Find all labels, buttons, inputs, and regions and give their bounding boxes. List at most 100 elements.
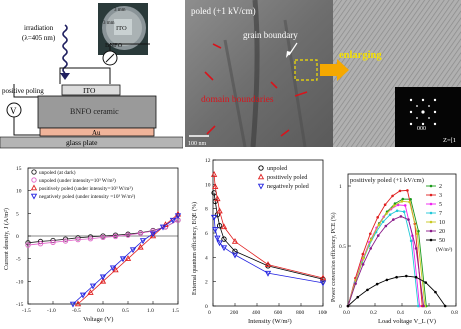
data-point — [403, 204, 407, 207]
au-layer — [39, 127, 155, 137]
enlarging-label: enlarging — [339, 50, 382, 61]
data-point — [69, 301, 77, 308]
y-tick-label: 10 — [16, 189, 22, 195]
grain-boundary-label: grain boundary — [243, 30, 298, 40]
data-point — [62, 238, 69, 244]
data-point — [443, 304, 447, 308]
data-point — [264, 261, 272, 267]
ito-layer — [61, 84, 121, 96]
data-point — [356, 295, 360, 299]
glass-layer — [0, 136, 183, 149]
legend-entry: 5 — [439, 202, 442, 208]
x-tick-label: 0.8 — [451, 310, 458, 316]
x-tick-label: 800 — [296, 310, 305, 316]
y-tick-label: 0.5 — [339, 244, 346, 250]
series-1 — [210, 171, 327, 281]
data-point — [395, 209, 399, 213]
enlarging-arrow-icon — [320, 59, 349, 81]
y-tick-label: -5 — [16, 257, 21, 263]
data-point — [99, 277, 107, 284]
data-point — [231, 237, 239, 244]
x-tick-label: 0.4 — [397, 310, 404, 316]
x-tick-label: 0.0 — [97, 308, 104, 314]
data-point — [375, 282, 379, 286]
data-point — [100, 234, 106, 241]
top-wire — [59, 67, 111, 84]
data-point — [395, 275, 398, 279]
ceramic-layer — [37, 95, 157, 129]
data-point — [174, 213, 182, 220]
series-line — [347, 275, 446, 307]
ceramic-label: BNFO ceramic — [70, 107, 119, 116]
positive-poling-label: positive poling — [2, 87, 44, 95]
data-point — [391, 194, 394, 198]
sample-photo: ITO BNFO 3 mm 3 mm — [98, 3, 148, 55]
data-point — [99, 274, 107, 281]
data-point — [264, 270, 272, 277]
data-point — [50, 239, 56, 245]
x-tick-label: -1.5 — [22, 308, 31, 314]
data-point — [129, 247, 137, 254]
x-tick-label: 600 — [274, 310, 283, 316]
legend-entry: positively poled — [267, 174, 308, 181]
x-tick-label: 400 — [252, 310, 261, 316]
data-point — [409, 239, 413, 243]
series-line — [347, 200, 426, 307]
data-point — [398, 189, 402, 193]
data-point — [159, 224, 167, 231]
data-point — [368, 232, 372, 236]
glass-label: glass plate — [66, 138, 98, 147]
data-point — [210, 214, 218, 221]
data-point — [400, 200, 404, 203]
data-point — [401, 197, 405, 201]
photo-dim-top: 3 mm — [114, 8, 126, 13]
light-wave-icon — [62, 24, 68, 74]
data-point — [74, 300, 82, 307]
data-point — [369, 238, 373, 242]
data-point — [377, 223, 381, 227]
series-line — [347, 215, 425, 307]
x-tick-label: 1.5 — [172, 308, 179, 314]
series-2 — [346, 203, 421, 308]
x-tick-label: 200 — [230, 310, 239, 316]
legend-entry: positively poled (under intensity=10³ W/… — [39, 185, 133, 192]
x-tick-label: 0 — [208, 310, 211, 316]
data-point — [210, 171, 218, 177]
y-axis-label: Power conversion efficiency, PCE (%) — [330, 212, 337, 302]
scale-bar-label: 100 nm — [188, 141, 207, 147]
data-point — [406, 189, 409, 192]
y-tick-label: 15 — [16, 166, 22, 172]
legend-unit: (W/m²) — [436, 246, 452, 253]
data-point — [149, 232, 157, 239]
data-point — [416, 304, 420, 308]
data-point — [385, 212, 388, 215]
series-line — [27, 219, 179, 246]
legend-entry: unpoled (at dark) — [39, 169, 76, 176]
data-point — [112, 233, 119, 240]
y-tick-label: 0 — [16, 234, 19, 240]
data-point — [319, 280, 327, 287]
data-point — [216, 223, 223, 229]
legend-entry: 50 — [439, 238, 445, 244]
device-schematic-panel: ITO BNFO 3 mm 3 mm irradiation (λ=405 nm… — [0, 0, 183, 160]
data-point — [319, 274, 327, 281]
data-point — [424, 281, 428, 284]
data-point — [376, 234, 380, 237]
data-point — [231, 252, 239, 259]
data-point — [362, 257, 365, 260]
y-tick-label: 4 — [205, 255, 208, 261]
series-line — [213, 217, 324, 284]
y-tick-label: 10 — [205, 182, 211, 188]
data-point — [25, 242, 31, 248]
data-point — [75, 236, 81, 243]
data-point — [87, 289, 94, 295]
data-point — [361, 263, 365, 266]
data-point — [408, 200, 411, 204]
data-point — [37, 241, 44, 247]
voltage-symbol: V — [10, 106, 17, 116]
data-point — [417, 229, 420, 233]
data-point — [216, 240, 223, 247]
device-schematic: ITO BNFO 3 mm 3 mm irradiation (λ=405 nm… — [0, 3, 183, 149]
